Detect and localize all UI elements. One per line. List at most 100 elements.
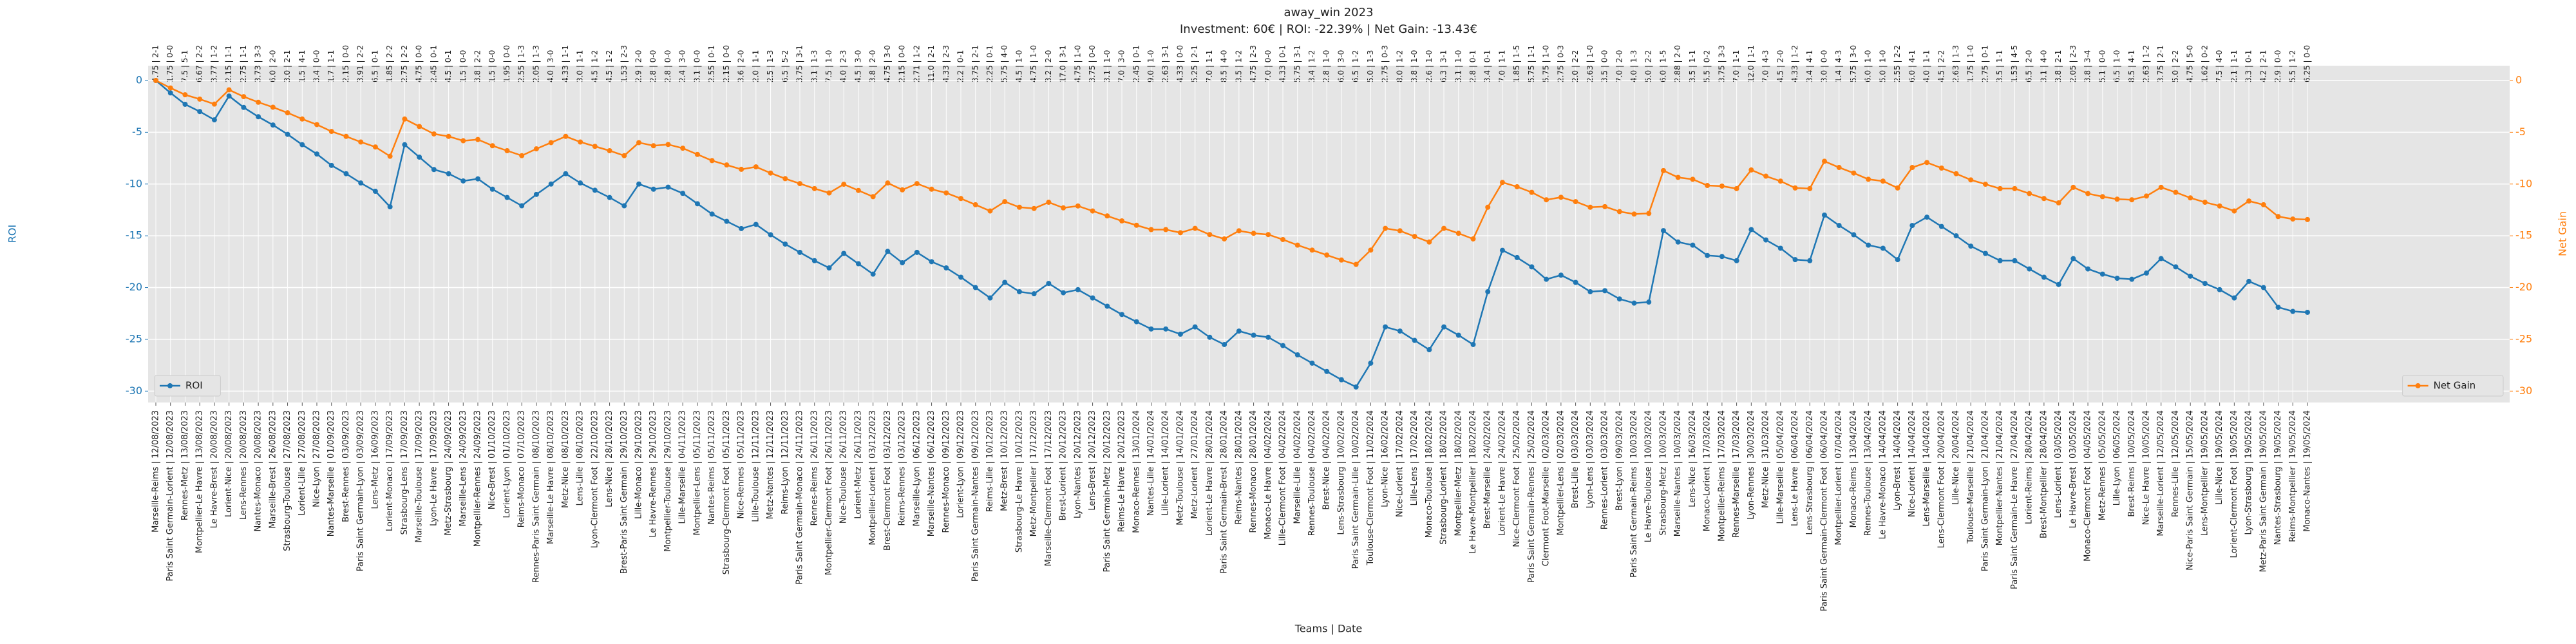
data-point (1236, 328, 1242, 334)
top-tick-label: 5.1 | 0-0 (2098, 50, 2107, 82)
top-tick-label: 2.55 | 1-3 (517, 45, 526, 82)
data-point (1163, 227, 1169, 232)
x-tick-label: Rennes-Reims | 26/11/2023 (810, 410, 819, 526)
x-tick-label: Lens-Rennes | 20/08/2023 (239, 410, 249, 520)
data-point (958, 274, 964, 280)
data-point (372, 144, 378, 150)
top-tick-label: 4.75 | 1-0 (1029, 45, 1038, 82)
data-point (1924, 214, 1930, 220)
data-point (1690, 176, 1696, 182)
data-point (2041, 274, 2047, 280)
data-point (1148, 326, 1154, 332)
data-point (402, 116, 408, 122)
data-point (1851, 232, 1857, 238)
data-point (2246, 278, 2252, 284)
x-tick-label: Metz-Strasbourg | 24/09/2023 (444, 410, 453, 536)
y2-tick-label: -20 (2515, 281, 2532, 293)
data-point (2158, 184, 2164, 190)
data-point (782, 176, 788, 182)
data-point (2085, 266, 2091, 272)
top-tick-label: 2.15 | 0-0 (722, 45, 731, 82)
data-point (2027, 266, 2032, 272)
data-point (1734, 185, 1739, 191)
top-tick-label: 1.62 | 0-2 (2200, 45, 2209, 82)
top-tick-label: 4.5 | 2-0 (1776, 50, 1785, 82)
x-tick-label: Toulouse-Marseille | 21/04/2024 (1966, 410, 1976, 544)
x-tick-label: Lorient-Le Havre | 24/02/2024 (1497, 410, 1507, 536)
x-tick-label: Metz-Rennes | 05/05/2024 (2098, 410, 2107, 520)
top-tick-label: 7.0 | 4-3 (1761, 50, 1770, 82)
x-tick-label: Reims-Rennes | 03/12/2023 (898, 410, 907, 526)
data-point (1646, 211, 1652, 216)
x-tick-label: Rennes-Marseille | 17/03/2024 (1732, 410, 1741, 538)
data-point (1909, 165, 1915, 171)
top-tick-label: 3.1 | 4-0 (2039, 50, 2048, 82)
legend-marker (2415, 383, 2421, 388)
top-tick-label: 1.5 | 0-0 (488, 50, 497, 82)
data-point (1207, 232, 1213, 238)
top-tick-label: 6.5 | 2-0 (2025, 50, 2034, 82)
x-tick-label: Strasbourg-Metz | 10/03/2024 (1658, 410, 1668, 536)
top-tick-label: 5.75 | 1-0 (1542, 45, 1551, 82)
x-tick-label: Brest-Rennes | 03/09/2023 (341, 410, 351, 522)
data-point (387, 153, 393, 159)
x-tick-label: Nice-Toulouse | 26/11/2023 (839, 410, 849, 524)
data-point (2275, 305, 2281, 310)
data-point (1866, 242, 1871, 248)
data-point (1938, 166, 1944, 171)
data-point (1880, 178, 1886, 184)
data-point (1046, 200, 1052, 205)
data-point (1163, 326, 1169, 332)
data-point (1792, 257, 1798, 263)
top-tick-label: 4.33 | 0-1 (1278, 45, 1287, 82)
data-point (1763, 237, 1769, 243)
data-point (1924, 160, 1930, 166)
data-point (885, 249, 891, 254)
y-tick-label: -20 (126, 281, 142, 293)
data-point (782, 242, 788, 247)
data-point (2099, 194, 2105, 200)
data-point (870, 271, 876, 277)
chart-title: away_win 2023 (1283, 6, 1373, 19)
data-point (1104, 213, 1110, 219)
x-tick-label: Nantes-Reims | 05/11/2023 (707, 410, 717, 525)
data-point (1133, 319, 1139, 325)
data-point (621, 153, 627, 158)
data-point (2129, 276, 2135, 282)
data-point (680, 191, 686, 196)
x-tick-label: Lyon-Le Havre | 17/09/2023 (429, 410, 439, 526)
top-tick-label: 5.0 | 1-0 (1878, 50, 1887, 82)
x-tick-label: Nice-Rennes | 05/11/2023 (737, 410, 746, 518)
x-tick-label: Brest-Clermont Foot | 03/12/2023 (883, 410, 893, 551)
data-point (533, 191, 539, 197)
top-tick-label: 3.4 | 0-1 (1483, 50, 1492, 82)
data-point (1455, 332, 1461, 338)
data-point (753, 222, 759, 227)
x-tick-label: Brest-Lorient | 20/12/2023 (1059, 410, 1068, 520)
data-point (841, 251, 847, 256)
top-tick-label: 1.75 | 0-0 (166, 45, 175, 82)
top-tick-label: 6.5 | 0-1 (370, 50, 379, 82)
x-tick-label: Montpellier-Lorient | 07/04/2024 (1834, 410, 1844, 545)
data-point (519, 203, 525, 209)
data-point (197, 109, 203, 115)
data-point (1485, 289, 1491, 294)
x-tick-label: Monaco-Rennes | 13/01/2024 (1132, 410, 1141, 533)
top-tick-label: 2.63 | 1-2 (2141, 45, 2150, 82)
x-tick-label: Lille-Lorient | 14/01/2024 (1161, 410, 1171, 516)
top-tick-label: 6.3 | 3-1 (1439, 50, 1448, 82)
data-point (1133, 222, 1139, 228)
data-point (1880, 245, 1886, 251)
data-point (1470, 236, 1476, 242)
data-point (1061, 290, 1066, 296)
x-tick-label: Lille-Monaco | 29/10/2023 (634, 410, 644, 519)
data-point (1353, 384, 1359, 390)
top-tick-label: 3.8 | 2-1 (2054, 50, 2063, 82)
x-tick-label: Lorient-Lyon | 09/12/2023 (956, 410, 966, 518)
data-point (548, 181, 554, 187)
data-point (1177, 331, 1183, 337)
top-tick-label: 1.75 | 1-0 (1966, 45, 1975, 82)
data-point (592, 187, 598, 193)
data-point (1192, 324, 1198, 330)
x-tick-label: Clermont Foot-Marseille | 02/03/2024 (1542, 410, 1551, 566)
